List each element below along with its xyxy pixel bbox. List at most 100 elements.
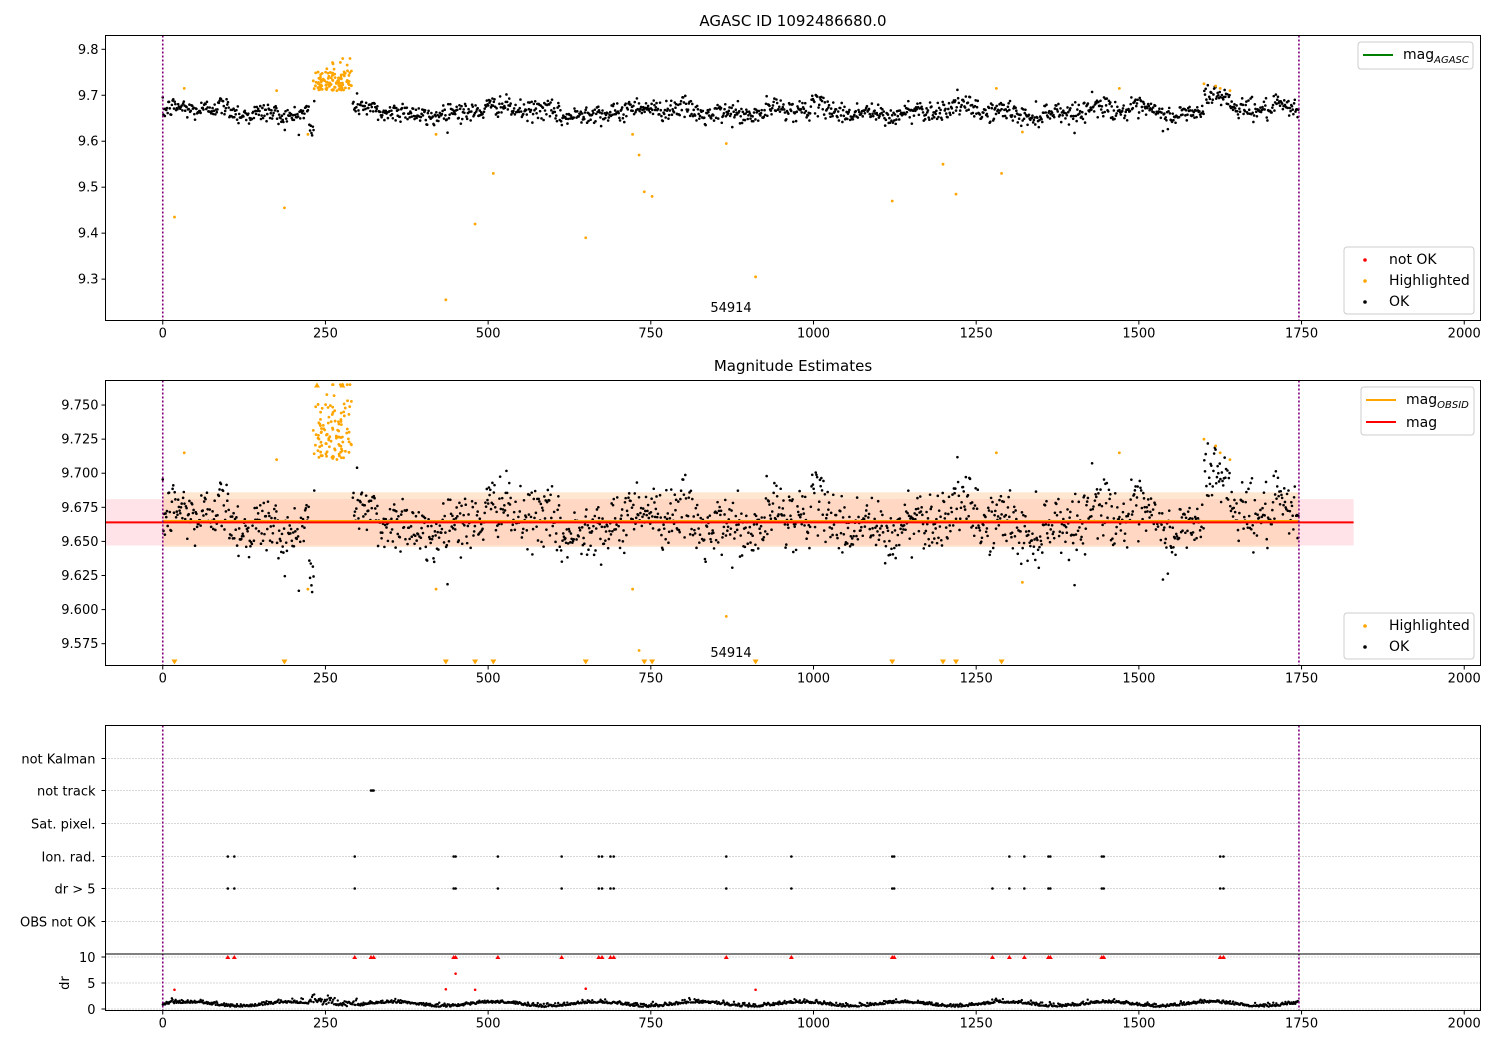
ok-point <box>734 531 737 534</box>
ok-point <box>1186 113 1189 116</box>
ok-point <box>1172 119 1175 122</box>
ok-point <box>1188 507 1191 510</box>
ok-point <box>237 505 240 508</box>
ok-point <box>979 113 982 116</box>
ok-point <box>400 513 403 516</box>
ok-point <box>1055 104 1058 107</box>
ok-point <box>946 537 949 540</box>
ok-point <box>967 494 970 497</box>
ok-point <box>892 524 895 527</box>
ok-point <box>1243 516 1246 519</box>
highlighted-point <box>340 420 343 423</box>
ok-point <box>1168 509 1171 512</box>
ok-point <box>964 106 967 109</box>
ok-point <box>960 507 963 510</box>
ok-point <box>530 491 533 494</box>
dr-point <box>1202 1002 1204 1004</box>
ok-point <box>291 540 294 543</box>
ok-point <box>532 498 535 501</box>
ok-point <box>962 490 965 493</box>
ok-point <box>397 108 400 111</box>
ok-point <box>1210 464 1213 467</box>
ok-point <box>1221 471 1224 474</box>
ok-point <box>498 497 501 500</box>
highlighted-point <box>173 216 176 219</box>
highlighted-point <box>315 81 318 84</box>
ok-point <box>848 109 851 112</box>
ok-point <box>205 513 208 516</box>
dr-point <box>604 998 606 1000</box>
ok-point <box>1026 123 1029 126</box>
dr-point <box>930 1001 932 1003</box>
ok-point <box>170 113 173 116</box>
ok-point <box>797 511 800 514</box>
ok-point <box>1051 524 1054 527</box>
ok-point <box>1047 537 1050 540</box>
ok-point <box>1251 524 1254 527</box>
ok-point <box>868 113 871 116</box>
ok-point <box>658 113 661 116</box>
ok-point <box>230 534 233 537</box>
ok-point <box>777 513 780 516</box>
ok-point <box>599 538 602 541</box>
ok-point <box>710 117 713 120</box>
ok-point <box>380 537 383 540</box>
highlighted-point <box>1219 451 1222 454</box>
ok-point <box>839 107 842 110</box>
ok-point <box>1196 106 1199 109</box>
ok-point <box>299 540 302 543</box>
ok-point <box>262 104 265 107</box>
ok-point <box>1272 95 1275 98</box>
ok-point <box>1212 93 1215 96</box>
ok-point <box>262 539 265 542</box>
flag-point <box>893 855 896 858</box>
highlighted-point <box>335 82 338 85</box>
ok-point <box>652 113 655 116</box>
ok-point <box>1163 526 1166 529</box>
ok-point <box>829 536 832 539</box>
ok-point <box>666 518 669 521</box>
ok-point <box>923 532 926 535</box>
ok-point <box>375 512 378 515</box>
ok-point <box>770 528 773 531</box>
ok-point <box>757 547 760 550</box>
ok-point <box>241 532 244 535</box>
ok-point <box>1161 512 1164 515</box>
ok-point <box>200 101 203 104</box>
ok-point <box>916 102 919 105</box>
ok-point <box>979 529 982 532</box>
flag-point <box>227 855 230 858</box>
ok-point <box>394 119 397 122</box>
ok-point <box>1279 490 1282 493</box>
ok-point <box>617 112 620 115</box>
ok-point <box>1172 546 1175 549</box>
ok-point <box>778 106 781 109</box>
ok-point <box>759 532 762 535</box>
ok-point <box>1016 552 1019 555</box>
ok-point <box>504 509 507 512</box>
highlighted-point <box>1021 131 1024 134</box>
ok-point <box>218 488 221 491</box>
ok-point <box>790 110 793 113</box>
ok-point <box>1011 114 1014 117</box>
highlighted-point <box>339 85 342 88</box>
highlighted-point <box>314 71 317 74</box>
ok-point <box>1198 110 1201 113</box>
ok-point <box>173 491 176 494</box>
ok-point <box>365 102 368 105</box>
ok-point <box>395 107 398 110</box>
ok-point <box>628 492 631 495</box>
dr-point <box>1030 1004 1032 1006</box>
ok-point <box>1153 111 1156 114</box>
ok-point <box>810 505 813 508</box>
ok-point <box>533 517 536 520</box>
p2-ytick-label-9.625: 9.625 <box>61 569 98 584</box>
ok-point <box>1293 102 1296 105</box>
ok-point <box>647 105 650 108</box>
ok-point <box>1223 89 1226 92</box>
ok-point <box>925 511 928 514</box>
ok-point <box>651 109 654 112</box>
offscale-low-marker <box>889 660 895 665</box>
ok-point <box>195 108 198 111</box>
ok-point <box>1066 508 1069 511</box>
